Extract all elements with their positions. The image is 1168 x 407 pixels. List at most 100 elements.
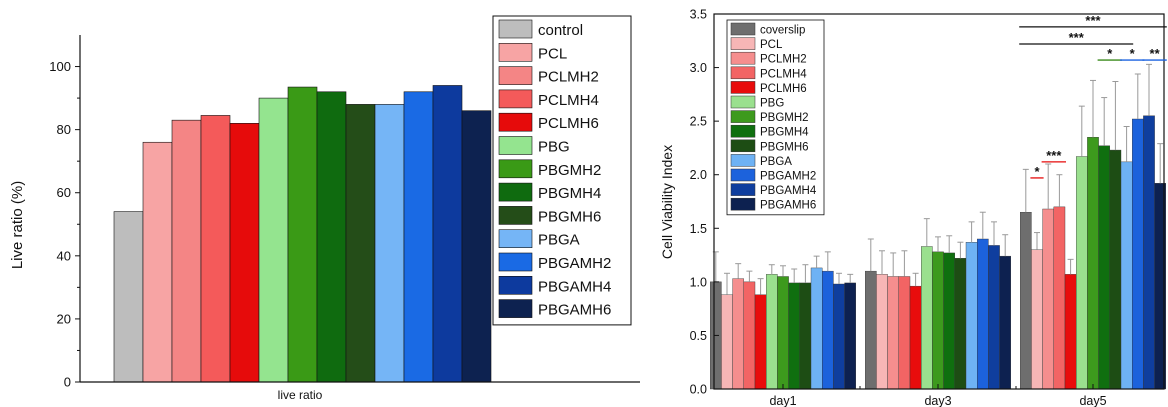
y-tick-label: 100 [49,59,71,74]
bar-pbgmh2 [287,86,318,383]
bar-pbg-day1 [766,274,778,390]
legend-swatch-pclmh4 [730,66,756,80]
bar-pbgmh4 [316,91,347,383]
y-tick-label: 0.0 [690,383,707,397]
y-tick-group: 0 20 40 60 80 100 [49,59,80,390]
x-tick-label: day1 [769,394,796,407]
legend-label-pbgamh6: PBGAMH6 [760,200,816,212]
significance-annotations: ***** * ******** [1019,13,1167,179]
bar-control [113,211,144,383]
legend-swatch-pbgmh6 [730,139,756,153]
bar-pbgmh6-day5 [1109,149,1122,390]
bar-pbgmh4-day5 [1098,145,1110,390]
bar-pbgmh6-day3 [954,258,967,390]
legend-label-control: control [538,22,583,39]
bar-pcl [142,141,173,383]
bar-pcl-day1 [721,294,733,390]
y-tick-label: 2.5 [690,115,707,129]
y-tick-label: 1.0 [690,275,707,289]
legend-swatch-pbgmh6 [498,206,533,225]
legend-label-pcl: PCL [760,39,783,51]
y-tick-group: 0.0 0.5 1.0 1.5 2.0 2.5 3.0 3.5 [690,8,719,397]
bar-pbga-day5 [1120,161,1133,390]
bar-pbgamh2-day5 [1131,118,1144,390]
bar-coverslip-day3 [865,270,877,390]
bar-pbgamh2 [403,91,434,383]
significance-stars: * [1034,164,1040,179]
legend-swatch-pbg [498,136,533,155]
legend-swatch-pclmh6 [730,81,756,94]
plot-frame [713,13,1165,390]
y-tick-label: 60 [57,185,71,200]
legend: control PCL PCLMH2 PCLMH4 PCLMH6 PBG PBGMH2 PBG… [492,15,632,326]
x-tick-label: day5 [1079,394,1106,407]
legend-label-pbgamh4: PBGAMH4 [538,278,611,295]
legend-swatch-pbgamh4 [498,275,533,295]
legend-label-pbgamh6: PBGAMH6 [538,302,611,319]
legend-swatch-pcl [498,42,533,62]
bar-pclmh2-day1 [732,278,744,390]
bar-pbgamh2-day1 [822,270,834,390]
bar-pbgmh4-day1 [788,282,800,390]
bar-pbg-day5 [1075,156,1088,390]
significance-stars: *** [1069,30,1085,45]
legend-swatch-pbg [730,95,756,109]
legend-label-pbgamh2: PBGAMH2 [760,171,816,183]
legend-label-pbgmh4: PBGMH4 [538,185,601,202]
bar-pclmh4-day1 [743,281,756,390]
legend-swatch-pbga [730,154,756,167]
legend-swatch-pclmh2 [498,66,533,85]
y-tick-label: 20 [57,311,71,326]
bar-pclmh6-day5 [1064,274,1077,390]
bar-pclmh2 [171,119,202,383]
significance-stars: * [1130,46,1136,61]
y-tick-label: 1.5 [690,222,707,236]
legend-swatch-pbgmh2 [498,159,533,179]
y-tick-label: 3.0 [690,61,707,75]
legend-swatch-pbgamh6 [498,299,533,318]
y-tick-label: 40 [57,248,71,263]
legend-label-pbg: PBG [760,98,784,110]
bar-pclmh6-day3 [909,285,922,390]
significance-stars: * [1107,46,1113,61]
y-tick-label: 2.0 [690,168,707,182]
legend-swatch-pbgmh4 [730,124,756,138]
legend-label-pclmh2: PCLMH2 [760,54,807,66]
legend-swatch-pclmh6 [498,112,533,132]
legend-label-pbgamh4: PBGAMH4 [760,185,817,197]
bar-pclmh6 [229,123,260,383]
bar-pbgmh6 [345,104,376,383]
bar-pbgamh2-day3 [977,238,989,390]
live-ratio-chart: 0 20 40 60 80 100 Live ratio (%) live ratio c… [9,15,640,402]
bar-pbgamh6 [461,110,492,383]
legend-swatch-pclmh2 [730,51,756,65]
y-tick-label: 3.5 [690,8,707,22]
bar-pbgamh6-day3 [999,255,1011,390]
y-tick-label: 80 [57,122,71,137]
legend-swatch-pbgmh4 [498,182,533,202]
legend-label-pbgmh2: PBGMH2 [760,112,809,124]
bar-pclmh4 [200,115,231,383]
significance-stars: *** [1085,13,1101,28]
legend-swatch-pbgamh6 [730,197,756,211]
legend-label-pbgmh6: PBGMH6 [538,208,601,225]
bar-pclmh6-day1 [754,294,767,390]
bar-pbgamh4-day5 [1143,115,1155,390]
legend-swatch-pbgmh2 [730,110,756,123]
bar-pbgamh6-day1 [844,282,856,390]
bar-pclmh2-day3 [887,276,899,390]
bar-pbg [258,97,289,383]
legend: coverslip PCL PCLMH2 PCLMH4 PCLMH6 PBG PBGMH2 P… [726,19,825,216]
legend-label-pclmh4: PCLMH4 [760,68,807,80]
legend-label-pbga: PBGA [538,232,580,249]
x-tick-label: day3 [924,394,951,407]
legend-swatch-pcl [730,37,756,50]
legend-label-pclmh2: PCLMH2 [538,69,599,86]
x-tick-label: live ratio [278,388,323,402]
bar-pcl-day5 [1031,249,1043,390]
bar-pbgmh2-day3 [932,251,944,390]
legend-label-pbgmh4: PBGMH4 [760,127,809,139]
legend-label-pbga: PBGA [760,156,792,168]
bar-pclmh2-day5 [1042,208,1054,390]
